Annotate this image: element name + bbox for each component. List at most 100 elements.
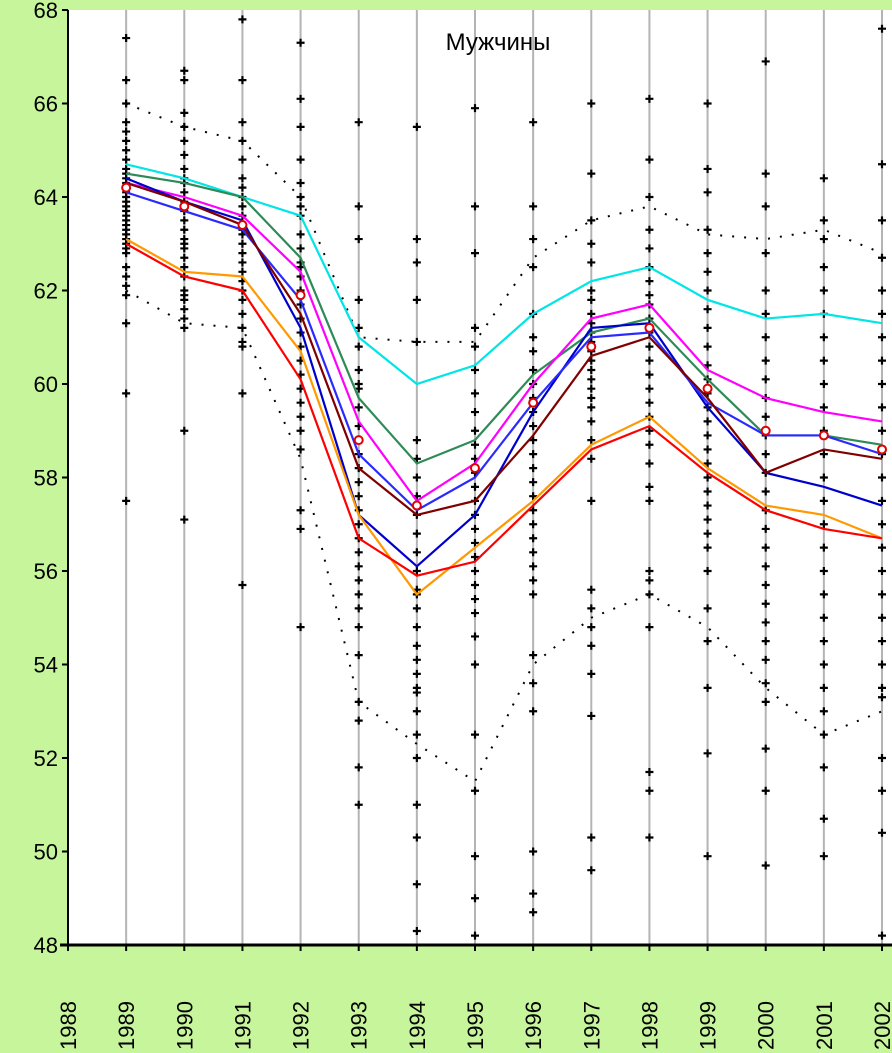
scatter-point: [180, 76, 189, 85]
scatter-point: [354, 478, 363, 487]
scatter-point: [761, 249, 770, 258]
scatter-point: [878, 380, 886, 388]
x-tick-label: 1989: [114, 1001, 139, 1050]
scatter-point: [354, 548, 363, 557]
scatter-point: [703, 529, 712, 538]
scatter-point: [703, 543, 712, 552]
scatter-point: [587, 417, 596, 426]
scatter-point: [529, 679, 538, 688]
series-line: [125, 181, 883, 503]
scatter-point: [296, 263, 305, 272]
scatter-point: [122, 34, 131, 43]
x-tick-label: 1996: [521, 1001, 546, 1050]
scatter-point: [819, 235, 828, 244]
scatter-point: [878, 496, 886, 505]
scatter-point: [878, 520, 886, 529]
scatter-point: [819, 356, 828, 365]
mean-marker: [470, 463, 480, 474]
scatter-point: [238, 183, 247, 192]
scatter-point: [645, 768, 654, 777]
scatter-point: [412, 754, 421, 762]
scatter-point: [471, 567, 479, 575]
scatter-point: [412, 655, 421, 664]
scatter-point: [529, 118, 538, 127]
scatter-point: [703, 445, 712, 454]
scatter-point: [529, 422, 538, 431]
scatter-point: [238, 202, 247, 211]
scatter-point: [761, 637, 770, 646]
scatter-point: [761, 375, 770, 384]
scatter-point: [819, 333, 828, 342]
scatter-point: [703, 361, 712, 370]
scatter-point: [529, 333, 538, 342]
scatter-point: [296, 412, 305, 421]
scatter-point: [354, 295, 363, 304]
mean-marker: [179, 201, 190, 212]
scatter-point: [354, 604, 363, 613]
scatter-point: [761, 450, 770, 459]
scatter-point: [180, 225, 189, 234]
scatter-point: [878, 786, 886, 795]
scatter-point: [587, 286, 596, 295]
scatter-point: [587, 394, 596, 403]
scatter-point: [471, 389, 479, 398]
scatter-point: [354, 118, 363, 127]
scatter-point: [529, 478, 538, 487]
x-tick-label: 2002: [870, 1001, 892, 1050]
scatter-point: [296, 506, 305, 515]
y-tick-label: 58: [34, 466, 58, 491]
scatter-point: [412, 669, 421, 678]
scatter-point: [878, 253, 886, 262]
scatter-point: [471, 323, 479, 332]
scatter-point: [529, 548, 538, 557]
scatter-point: [878, 309, 886, 318]
scatter-point: [122, 291, 131, 300]
scatter-point: [819, 216, 828, 225]
scatter-point: [180, 515, 189, 524]
scatter-point: [819, 730, 828, 739]
mean-marker: [121, 182, 132, 193]
scatter-point: [354, 651, 363, 660]
scatter-point: [645, 155, 654, 164]
scatter-point: [587, 99, 596, 108]
scatter-point: [296, 202, 305, 211]
scatter-point: [761, 524, 770, 533]
scatter-point: [180, 136, 189, 145]
scatter-point: [412, 454, 421, 463]
scatter-point: [645, 244, 654, 253]
scatter-point: [180, 216, 189, 225]
scatter-point: [296, 623, 305, 632]
scatter-point: [819, 403, 828, 412]
scatter-point: [471, 609, 479, 618]
scatter-point: [238, 174, 247, 183]
scatter-point: [587, 669, 596, 678]
scatter-point: [412, 567, 421, 575]
scatter-point: [471, 524, 479, 533]
scatter-point: [703, 267, 712, 276]
scatter-point: [471, 249, 479, 258]
scatter-point: [878, 693, 886, 702]
scatter-point: [238, 581, 247, 590]
scatter-point: [529, 847, 538, 856]
scatter-point: [238, 295, 247, 304]
scatter-point: [529, 347, 538, 356]
scatter-point: [703, 431, 712, 440]
scatter-point: [354, 763, 363, 772]
mean-marker: [760, 425, 771, 436]
scatter-point: [412, 707, 421, 716]
scatter-point: [296, 155, 305, 164]
scatter-point: [645, 440, 654, 449]
scatter-point: [122, 127, 131, 136]
mean-marker: [237, 220, 248, 231]
scatter-point: [529, 889, 538, 898]
scatter-point: [703, 417, 712, 426]
scatter-point: [122, 281, 131, 290]
scatter-point: [296, 244, 305, 253]
scatter-point: [529, 235, 538, 244]
scatter-point: [761, 786, 770, 795]
scatter-point: [238, 389, 247, 398]
scatter-point: [761, 655, 770, 664]
mean-marker: [586, 341, 597, 352]
scatter-point: [412, 548, 421, 557]
scatter-point: [412, 730, 421, 739]
